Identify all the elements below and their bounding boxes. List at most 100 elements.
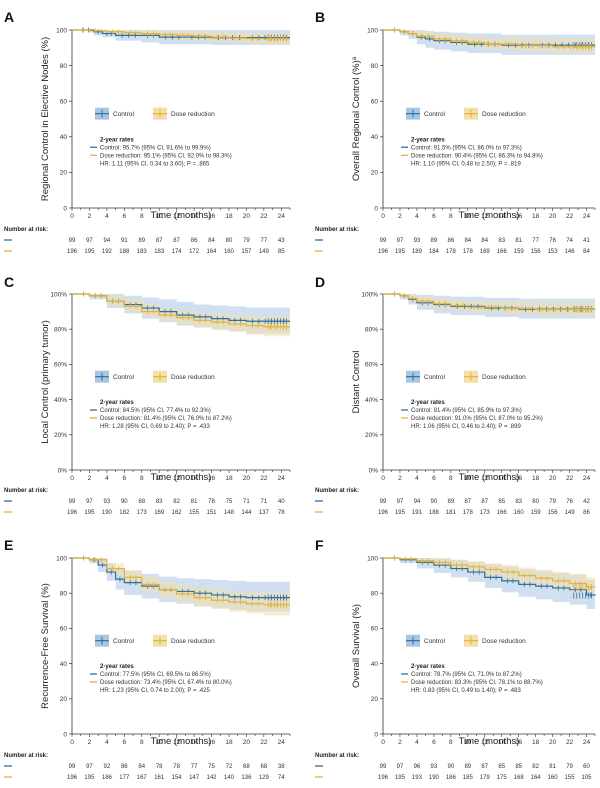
risk-count-dose-reduction: 144 bbox=[241, 510, 252, 516]
ci-band-dose-reduction bbox=[383, 558, 595, 597]
stats-title: 2-year rates bbox=[411, 137, 445, 143]
risk-count-dose-reduction: 190 bbox=[429, 775, 440, 781]
risk-count-dose-reduction: 196 bbox=[378, 510, 389, 516]
y-tick-label: 20 bbox=[371, 170, 379, 177]
risk-count-dose-reduction: 192 bbox=[102, 249, 113, 255]
y-tick-label: 100 bbox=[56, 27, 67, 34]
risk-count-control: 84 bbox=[481, 238, 488, 244]
risk-count-control: 97 bbox=[397, 499, 404, 505]
stats-line: Dose reduction: 90.4% (95% CI, 86.3% to … bbox=[411, 153, 543, 159]
x-tick-label: 4 bbox=[105, 475, 109, 482]
legend-label-control: Control bbox=[424, 111, 446, 118]
x-tick-label: 0 bbox=[70, 213, 74, 220]
x-tick-label: 10 bbox=[156, 213, 164, 220]
risk-count-control: 89 bbox=[431, 238, 438, 244]
risk-count-control: 74 bbox=[566, 238, 573, 244]
km-curve-dose-reduction bbox=[72, 557, 290, 606]
x-tick-label: 16 bbox=[208, 739, 216, 746]
risk-count-control: 97 bbox=[397, 764, 404, 770]
x-axis-title: Time (months) bbox=[459, 736, 520, 747]
risk-count-dose-reduction: 160 bbox=[514, 510, 525, 516]
risk-count-control: 87 bbox=[481, 499, 488, 505]
y-tick-label: 40% bbox=[365, 397, 378, 404]
risk-count-dose-reduction: 169 bbox=[154, 510, 165, 516]
risk-count-control: 85 bbox=[498, 499, 505, 505]
risk-count-control: 83 bbox=[156, 499, 163, 505]
risk-count-dose-reduction: 155 bbox=[189, 510, 200, 516]
risk-count-dose-reduction: 142 bbox=[207, 775, 218, 781]
y-tick-label: 100% bbox=[361, 291, 378, 298]
x-tick-label: 2 bbox=[88, 213, 92, 220]
risk-count-control: 88 bbox=[138, 499, 145, 505]
risk-count-dose-reduction: 161 bbox=[154, 775, 165, 781]
risk-count-dose-reduction: 160 bbox=[548, 775, 559, 781]
risk-count-control: 93 bbox=[104, 499, 111, 505]
y-tick-label: 40 bbox=[371, 661, 379, 668]
risk-count-dose-reduction: 181 bbox=[446, 510, 457, 516]
y-tick-label: 0% bbox=[369, 467, 379, 474]
stats-line: HR: 1.06 (95% CI, 0.46 to 2.40); P = .89… bbox=[411, 424, 521, 430]
x-tick-label: 20 bbox=[243, 475, 251, 482]
stats-line: Dose reduction: 91.0% (95% CI, 87.0% to … bbox=[411, 416, 543, 422]
x-tick-label: 6 bbox=[123, 739, 127, 746]
risk-count-dose-reduction: 183 bbox=[154, 249, 165, 255]
risk-count-dose-reduction: 189 bbox=[412, 249, 423, 255]
x-tick-label: 6 bbox=[432, 475, 436, 482]
y-tick-label: 0 bbox=[63, 731, 67, 738]
risk-count-dose-reduction: 129 bbox=[259, 775, 270, 781]
ci-band-dose-reduction bbox=[72, 558, 290, 616]
risk-count-dose-reduction: 164 bbox=[531, 775, 542, 781]
x-tick-label: 4 bbox=[415, 739, 419, 746]
risk-count-dose-reduction: 156 bbox=[548, 510, 559, 516]
stats-line: Dose reduction: 81.4% (95% CI, 76.0% to … bbox=[100, 416, 232, 422]
y-tick-label: 80 bbox=[371, 63, 379, 70]
risk-count-dose-reduction: 147 bbox=[189, 775, 200, 781]
x-tick-label: 20 bbox=[243, 739, 251, 746]
panel-letter: D bbox=[315, 274, 325, 290]
risk-count-control: 77 bbox=[191, 764, 198, 770]
risk-count-dose-reduction: 149 bbox=[259, 249, 270, 255]
risk-count-dose-reduction: 155 bbox=[565, 775, 576, 781]
stats-line: HR: 1.23 (95% CI, 0.74 to 2.00); P = .42… bbox=[100, 688, 210, 694]
x-tick-label: 20 bbox=[549, 475, 557, 482]
x-tick-label: 24 bbox=[583, 213, 591, 220]
x-tick-label: 22 bbox=[260, 739, 268, 746]
legend-label-control: Control bbox=[113, 111, 135, 118]
y-tick-label: 60 bbox=[371, 99, 379, 106]
risk-count-control: 97 bbox=[397, 238, 404, 244]
x-tick-label: 8 bbox=[449, 213, 453, 220]
x-tick-label: 8 bbox=[449, 739, 453, 746]
y-axis-title-text: Local Control (primary tumor) bbox=[40, 320, 51, 444]
x-tick-label: 24 bbox=[278, 475, 286, 482]
risk-count-control: 89 bbox=[447, 499, 454, 505]
risk-count-control: 68 bbox=[243, 764, 250, 770]
y-tick-label: 80 bbox=[60, 591, 68, 598]
x-axis-title: Time (months) bbox=[459, 472, 520, 483]
x-tick-label: 4 bbox=[105, 213, 109, 220]
legend-label-dose-reduction: Dose reduction bbox=[482, 638, 526, 645]
risk-count-dose-reduction: 195 bbox=[84, 510, 95, 516]
risk-count-control: 84 bbox=[138, 764, 145, 770]
legend-label-dose-reduction: Dose reduction bbox=[171, 111, 215, 118]
risk-count-dose-reduction: 140 bbox=[224, 775, 235, 781]
stats-title: 2-year rates bbox=[100, 400, 134, 406]
stats-line: HR: 1.28 (95% CI, 0.69 to 2.40); P = .43… bbox=[100, 424, 210, 430]
risk-count-control: 93 bbox=[414, 238, 421, 244]
risk-count-dose-reduction: 195 bbox=[395, 510, 406, 516]
risk-count-dose-reduction: 188 bbox=[119, 249, 130, 255]
x-tick-label: 6 bbox=[123, 475, 127, 482]
y-tick-label: 100 bbox=[56, 555, 67, 562]
x-tick-label: 22 bbox=[260, 213, 268, 220]
risk-count-control: 87 bbox=[464, 499, 471, 505]
risk-count-dose-reduction: 137 bbox=[259, 510, 270, 516]
x-tick-label: 8 bbox=[140, 739, 144, 746]
x-tick-label: 24 bbox=[278, 739, 286, 746]
legend-label-dose-reduction: Dose reduction bbox=[171, 638, 215, 645]
risk-count-control: 90 bbox=[431, 499, 438, 505]
x-tick-label: 24 bbox=[583, 739, 591, 746]
risk-count-dose-reduction: 193 bbox=[412, 775, 423, 781]
risk-count-control: 83 bbox=[515, 499, 522, 505]
